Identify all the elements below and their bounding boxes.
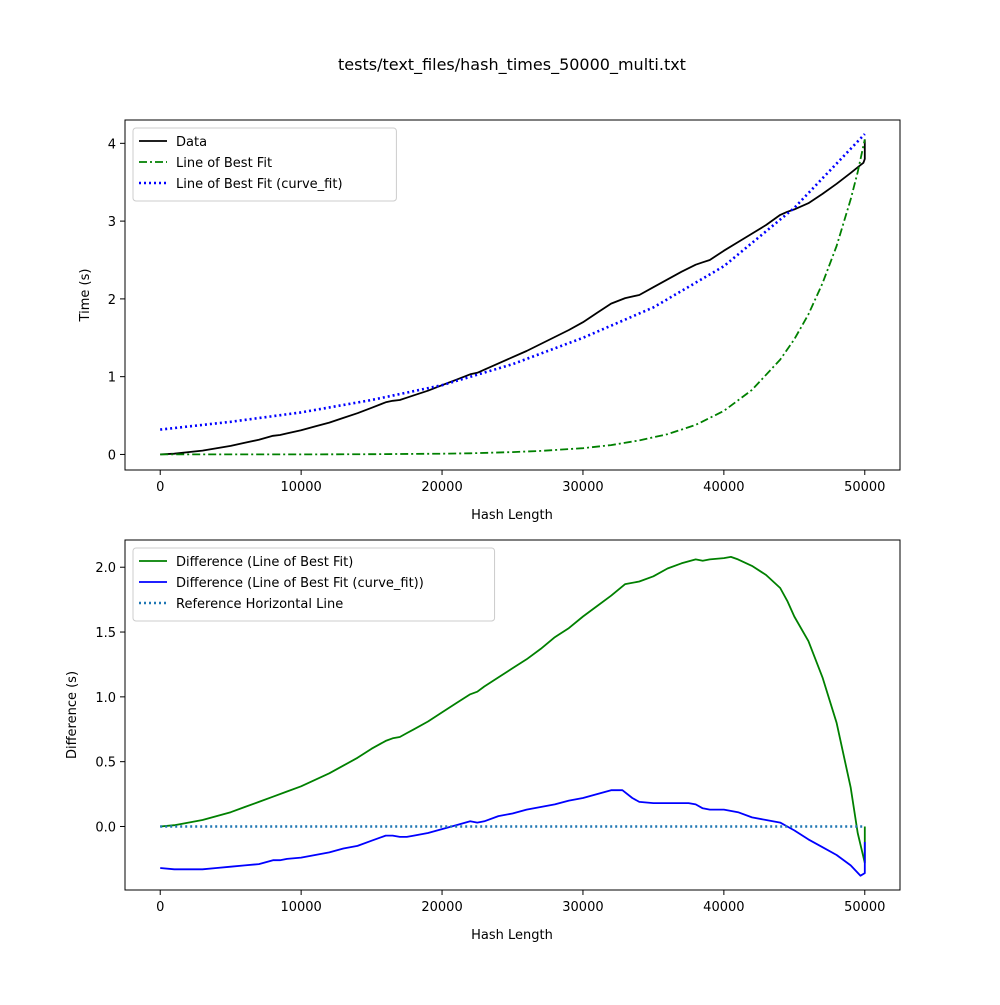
x-tick-label: 50000 bbox=[844, 480, 885, 495]
difference-chart: 0 10000 20000 30000 40000 50000 0.0 0.5 1.0 1.5 2.… bbox=[65, 539, 901, 943]
y-tick-label: 1.5 bbox=[95, 626, 116, 641]
y-axis-label: Difference (s) bbox=[65, 671, 80, 759]
y-tick-label: 4 bbox=[108, 137, 116, 152]
y-tick-label: 0 bbox=[108, 448, 116, 463]
series-line-1 bbox=[160, 789, 866, 877]
axes-frame bbox=[124, 539, 901, 891]
series-line-0 bbox=[160, 556, 866, 864]
legend-label-1: Difference (Line of Best Fit (curve_fit)… bbox=[176, 576, 424, 591]
y-tick-label: 0.5 bbox=[95, 756, 116, 771]
legend: Difference (Line of Best Fit) Difference … bbox=[132, 547, 496, 622]
legend-box bbox=[132, 127, 397, 202]
plot-area bbox=[160, 133, 866, 456]
y-tick-label: 3 bbox=[108, 215, 116, 230]
x-tick-label: 0 bbox=[156, 480, 164, 495]
x-axis-label: Hash Length bbox=[471, 508, 553, 523]
time-chart: 0 10000 20000 30000 40000 50000 0 1 2 3 4 Hash Leng… bbox=[78, 119, 901, 523]
x-tick-label: 40000 bbox=[703, 480, 744, 495]
x-axis-label: Hash Length bbox=[471, 928, 553, 943]
x-tick-label: 20000 bbox=[421, 480, 462, 495]
series-line-0 bbox=[160, 139, 866, 456]
y-tick-label: 2.0 bbox=[95, 561, 116, 576]
legend-label-2: Reference Horizontal Line bbox=[176, 597, 343, 612]
axes-frame bbox=[124, 119, 901, 471]
x-tick-label: 40000 bbox=[703, 900, 744, 915]
x-tick-label: 0 bbox=[156, 900, 164, 915]
figure-title: tests/text_files/hash_times_50000_multi.… bbox=[338, 55, 686, 75]
series-line-1 bbox=[160, 139, 866, 456]
x-tick-label: 10000 bbox=[280, 480, 321, 495]
legend-label-1: Line of Best Fit bbox=[176, 156, 272, 171]
legend: Data Line of Best Fit Line of Best Fit (cu… bbox=[132, 127, 397, 202]
x-tick-label: 20000 bbox=[421, 900, 462, 915]
legend-label-2: Line of Best Fit (curve_fit) bbox=[176, 177, 343, 192]
y-tick-label: 0.0 bbox=[95, 820, 116, 835]
legend-label-0: Difference (Line of Best Fit) bbox=[176, 555, 353, 570]
x-tick-label: 30000 bbox=[562, 900, 603, 915]
y-tick-label: 1.0 bbox=[95, 691, 116, 706]
y-tick-label: 2 bbox=[108, 293, 116, 308]
x-tick-label: 50000 bbox=[844, 900, 885, 915]
x-tick-label: 30000 bbox=[562, 480, 603, 495]
plot-area bbox=[160, 556, 866, 877]
y-axis-label: Time (s) bbox=[78, 269, 93, 323]
legend-box bbox=[132, 547, 496, 622]
y-tick-label: 1 bbox=[108, 371, 116, 386]
x-tick-label: 10000 bbox=[280, 900, 321, 915]
legend-label-0: Data bbox=[176, 135, 207, 150]
